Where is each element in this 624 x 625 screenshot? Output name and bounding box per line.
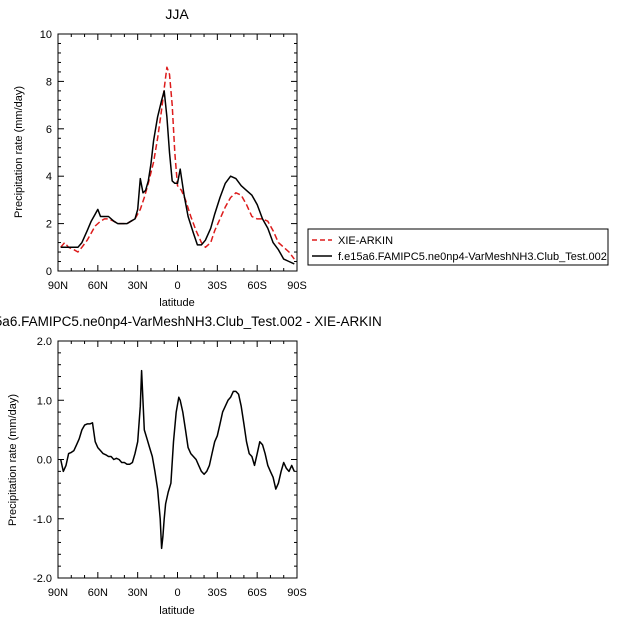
bottom-xtick-label: 30N: [128, 587, 148, 599]
bottom-plot-frame: [57, 340, 298, 579]
legend-label-model: f.e15a6.FAMIPC5.ne0np4-VarMeshNH3.Club_T…: [338, 251, 607, 263]
bottom-xtick-label: 90S: [287, 587, 307, 599]
bottom-ytick-label: 2.0: [37, 336, 52, 348]
bottom-x-axis-label: latitude: [159, 605, 194, 617]
top-xtick-label: 90S: [287, 280, 307, 292]
bottom-y-ticks: -2.0 -1.0 0.0 1.0 2.0: [33, 336, 297, 585]
top-y-ticks: 0 2 4 6 8 10: [40, 29, 297, 278]
top-xtick-label: 60S: [247, 280, 267, 292]
top-ytick-label: 4: [46, 171, 52, 183]
bottom-x-ticks: 90N 60N 30N 0 30S 60S 90S: [48, 341, 307, 599]
top-ytick-label: 2: [46, 219, 52, 231]
top-xtick-label: 90N: [48, 280, 68, 292]
legend-box: [307, 228, 609, 266]
bottom-ytick-label: -1.0: [33, 514, 52, 526]
top-ytick-label: 0: [46, 266, 52, 278]
bottom-panel: f.e15a6.FAMIPC5.ne0np4-VarMeshNH3.Club_T…: [0, 314, 382, 617]
bottom-ytick-label: 1.0: [37, 395, 52, 407]
legend-label-xie-arkin: XIE-ARKIN: [338, 235, 393, 247]
top-x-axis-label: latitude: [159, 297, 194, 309]
top-series-line-0: [60, 66, 295, 260]
top-xtick-label: 30N: [128, 280, 148, 292]
legend: XIE-ARKIN f.e15a6.FAMIPC5.ne0np4-VarMesh…: [307, 228, 609, 266]
bottom-ytick-label: 0.0: [37, 455, 52, 467]
top-x-ticks: 90N 60N 30N 0 30S 60S 90S: [48, 34, 307, 292]
top-ytick-label: 8: [46, 76, 52, 88]
top-plot-frame: [57, 33, 298, 272]
bottom-xtick-label: 30S: [208, 587, 228, 599]
top-xtick-label: 0: [174, 280, 180, 292]
bottom-series-lines: [59, 369, 295, 550]
top-chart-title: JJA: [165, 6, 189, 22]
top-ytick-label: 10: [40, 29, 52, 41]
top-y-axis-label: Precipitation rate (mm/day): [13, 86, 25, 218]
top-ytick-label: 6: [46, 124, 52, 136]
top-xtick-label: 30S: [208, 280, 228, 292]
bottom-xtick-label: 0: [174, 587, 180, 599]
bottom-series-line-0: [59, 369, 295, 550]
bottom-xtick-label: 60S: [247, 587, 267, 599]
bottom-chart-title: f.e15a6.FAMIPC5.ne0np4-VarMeshNH3.Club_T…: [0, 314, 382, 329]
top-series-line-1: [60, 90, 295, 265]
bottom-ytick-label: -2.0: [33, 573, 52, 585]
bottom-y-axis-label: Precipitation rate (mm/day): [7, 394, 19, 526]
bottom-xtick-label: 90N: [48, 587, 68, 599]
top-series-lines: [60, 66, 295, 265]
top-panel: JJA 0 2 4 6 8 10 90N 60N 30N 0 30S 60S 90S latitude…: [13, 6, 307, 309]
bottom-xtick-label: 60N: [88, 587, 108, 599]
top-xtick-label: 60N: [88, 280, 108, 292]
